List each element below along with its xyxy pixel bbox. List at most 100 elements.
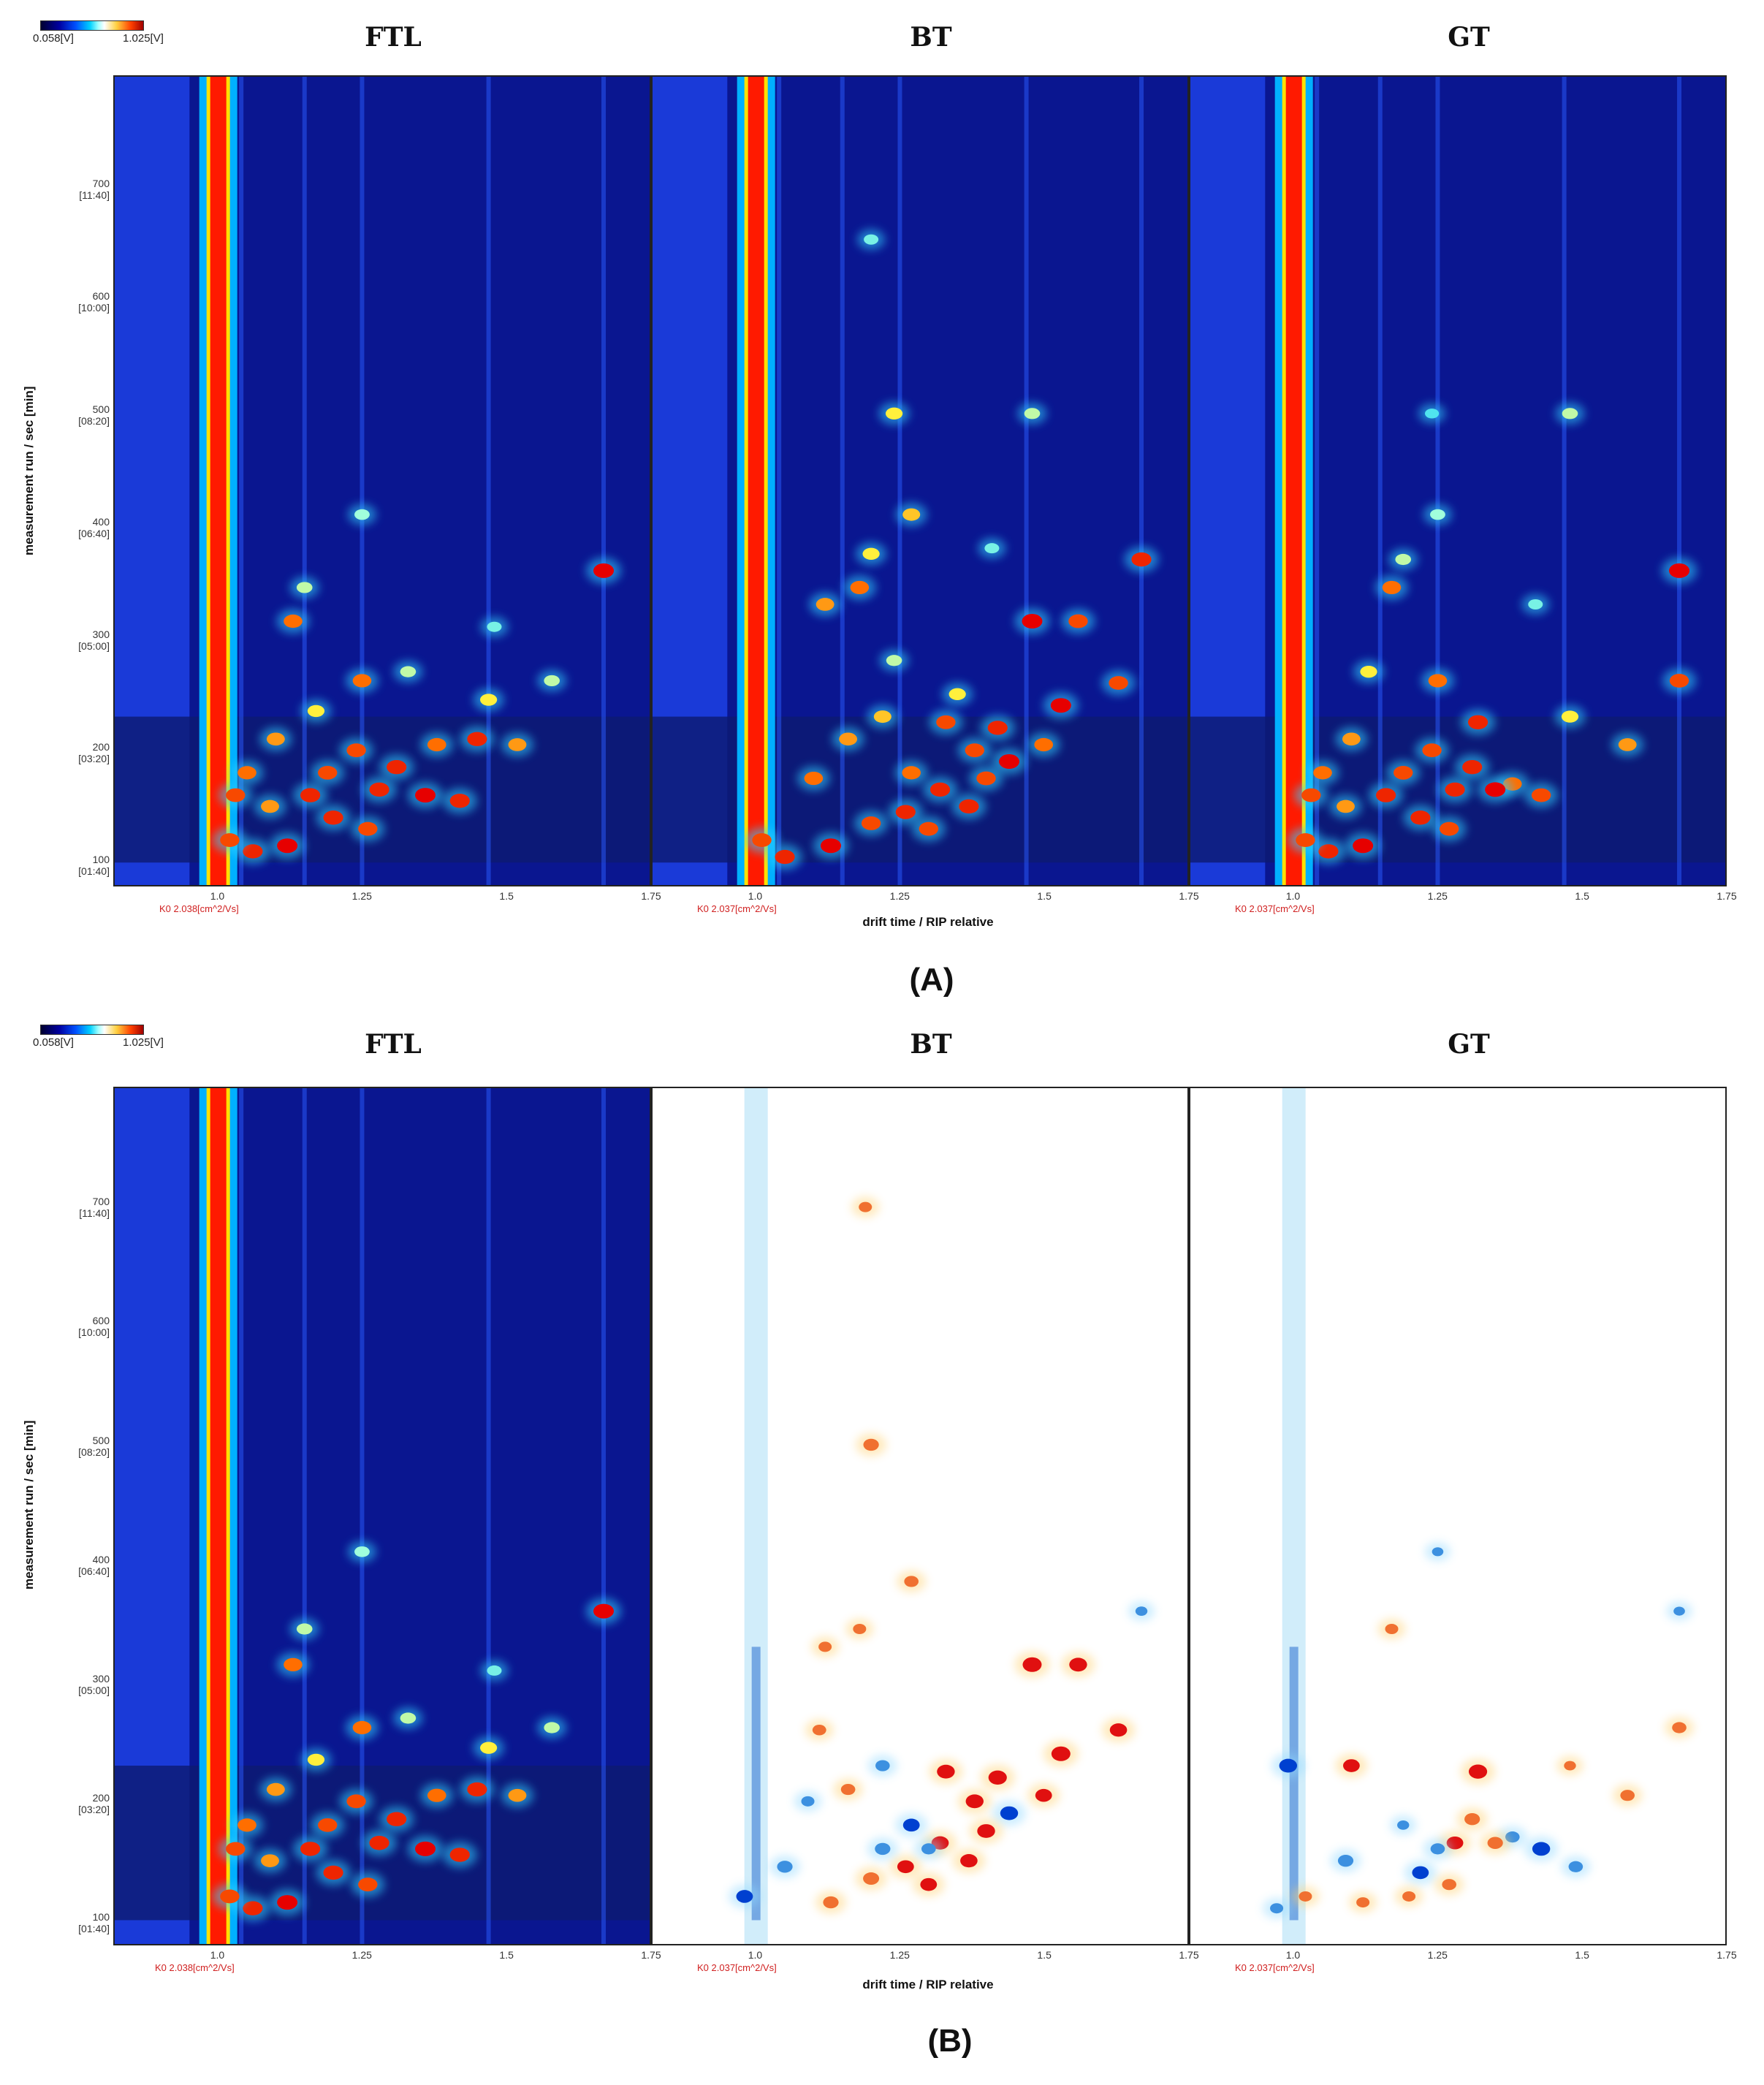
x-tick-label: 1.75 (1717, 1949, 1737, 1961)
heatmap-a-gt (1189, 75, 1727, 886)
peak (266, 732, 285, 746)
y-tick-value: 100 (92, 1911, 110, 1923)
drift-streak (239, 77, 244, 885)
peak (277, 1895, 298, 1910)
diff-peak-positive (920, 1877, 938, 1891)
y-tick-value: 500 (92, 403, 110, 415)
peak (261, 1854, 279, 1867)
peak (1439, 821, 1459, 836)
diff-peak-negative (902, 1818, 920, 1832)
x-tick-label: 1.5 (1575, 1949, 1589, 1961)
diff-peak-positive (1356, 1897, 1370, 1908)
peak (1395, 553, 1412, 566)
peak (1424, 409, 1440, 419)
y-tick-label: 100 [01:40] (64, 854, 110, 877)
y-tick-label: 400 [06:40] (64, 516, 110, 539)
diff-peak-positive (1402, 1891, 1416, 1902)
y-tick-label: 300 [05:00] (64, 628, 110, 652)
x-tick-label: 1.25 (1427, 1949, 1448, 1961)
peak (1485, 782, 1506, 797)
x-tick-label: 1.75 (1179, 890, 1199, 902)
diff-peak-positive (1464, 1813, 1480, 1826)
peak (284, 1657, 303, 1671)
x-tick-label: 1.0 (1285, 1949, 1301, 1961)
peak (862, 547, 880, 561)
y-tick-time: [05:00] (78, 639, 110, 652)
diff-peak-positive (1342, 1759, 1360, 1772)
drift-streak (840, 77, 845, 885)
diff-peak-positive (1487, 1837, 1503, 1849)
diff-peak-negative (1673, 1606, 1685, 1616)
peak (775, 849, 795, 865)
peak (427, 737, 446, 752)
x-tick-label: 1.0 (210, 890, 225, 902)
peak (261, 800, 279, 813)
heatmap-a-bt (651, 75, 1189, 886)
diff-peak-positive (1468, 1764, 1488, 1779)
peak (243, 1901, 263, 1915)
diff-peak-negative (1568, 1861, 1584, 1872)
peak (508, 1788, 527, 1802)
peak (929, 782, 951, 797)
peak (300, 1842, 321, 1856)
peak (1296, 833, 1315, 847)
y-axis-label-a: measurement run / sec [min] (22, 386, 36, 555)
y-tick-time: [11:40] (79, 189, 110, 202)
x-tick-label: 1.75 (641, 1949, 661, 1961)
diff-peak-positive (897, 1860, 914, 1874)
y-axis-label-b: measurement run / sec [min] (22, 1420, 36, 1590)
x-tick-label: 1.5 (1575, 890, 1589, 902)
peak (277, 838, 298, 854)
diff-peak-positive (1109, 1723, 1128, 1737)
diff-peak-negative (736, 1890, 753, 1903)
y-tick-value: 500 (92, 1434, 110, 1446)
peak (1618, 738, 1637, 751)
y-tick-time: [05:00] (78, 1684, 110, 1696)
colorbar-max-label-b: 1.025[V] (123, 1036, 164, 1049)
drift-streak (1435, 77, 1440, 885)
y-tick-time: [03:20] (78, 753, 110, 764)
peak (1360, 665, 1377, 678)
peak (873, 710, 891, 724)
peak (226, 1842, 246, 1856)
ko-label-a-gt: K0 2.037[cm^2/Vs] (1235, 903, 1315, 914)
rip-core (1285, 77, 1302, 885)
y-tick-time: [08:20] (78, 414, 110, 427)
diff-peak-positive (1035, 1788, 1052, 1802)
peak (1531, 788, 1551, 802)
peak (544, 1722, 560, 1733)
ko-label-b-bt: K0 2.037[cm^2/Vs] (697, 1962, 777, 1973)
heatmap-svg-0-2 (1190, 77, 1725, 885)
x-tick-label: 1.25 (351, 1949, 372, 1961)
peak (300, 788, 321, 802)
plot-background (653, 1088, 1187, 1944)
peak (1342, 732, 1361, 746)
diff-peak-positive (1069, 1657, 1087, 1672)
y-tick-value: 200 (92, 741, 110, 753)
peak (886, 655, 902, 666)
peak (487, 621, 502, 632)
peak (1445, 782, 1465, 797)
drift-streak (1677, 77, 1682, 885)
y-tick-label: 700 [11:40] (64, 178, 110, 201)
peak (307, 705, 325, 718)
peak (508, 738, 527, 751)
y-tick-value: 400 (92, 1553, 110, 1565)
peak (415, 1841, 436, 1856)
panel-title-b-bt: BT (910, 1029, 952, 1060)
x-tick-label: 1.5 (1037, 1949, 1052, 1961)
x-tick-label: 1.5 (499, 1949, 514, 1961)
peak (296, 582, 313, 593)
peak (400, 666, 417, 677)
drift-streak (239, 1088, 244, 1944)
diff-peak-negative (1000, 1806, 1019, 1820)
panel-title-a-ftl: FTL (365, 22, 422, 53)
diff-peak-positive (1051, 1746, 1071, 1761)
y-tick-time: [11:40] (79, 1207, 110, 1220)
panel-title-b-ftl: FTL (365, 1029, 422, 1060)
diff-peak-positive (960, 1854, 978, 1868)
peak (1669, 674, 1689, 688)
y-tick-label: 400 [06:40] (64, 1554, 110, 1577)
heatmap-b-gt (1189, 1087, 1727, 1945)
y-tick-value: 200 (92, 1792, 110, 1804)
